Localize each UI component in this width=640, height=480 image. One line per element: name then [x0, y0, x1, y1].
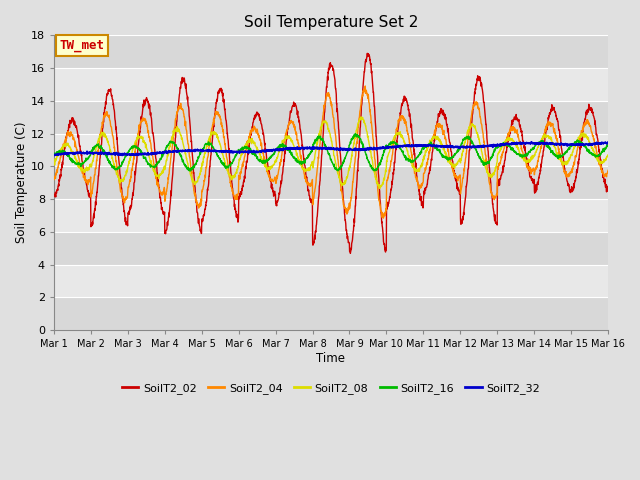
Bar: [54, 36, 608, 68]
Bar: [54, 167, 608, 199]
Bar: [54, 199, 608, 232]
Y-axis label: Soil Temperature (C): Soil Temperature (C): [15, 122, 28, 243]
Bar: [54, 264, 608, 298]
Bar: [54, 101, 608, 133]
Bar: [54, 68, 608, 101]
Bar: [54, 298, 608, 330]
X-axis label: Time: Time: [317, 352, 346, 365]
Title: Soil Temperature Set 2: Soil Temperature Set 2: [244, 15, 418, 30]
Legend: SoilT2_02, SoilT2_04, SoilT2_08, SoilT2_16, SoilT2_32: SoilT2_02, SoilT2_04, SoilT2_08, SoilT2_…: [117, 379, 545, 398]
Bar: [54, 133, 608, 167]
Text: TW_met: TW_met: [60, 39, 104, 52]
Bar: [54, 232, 608, 264]
